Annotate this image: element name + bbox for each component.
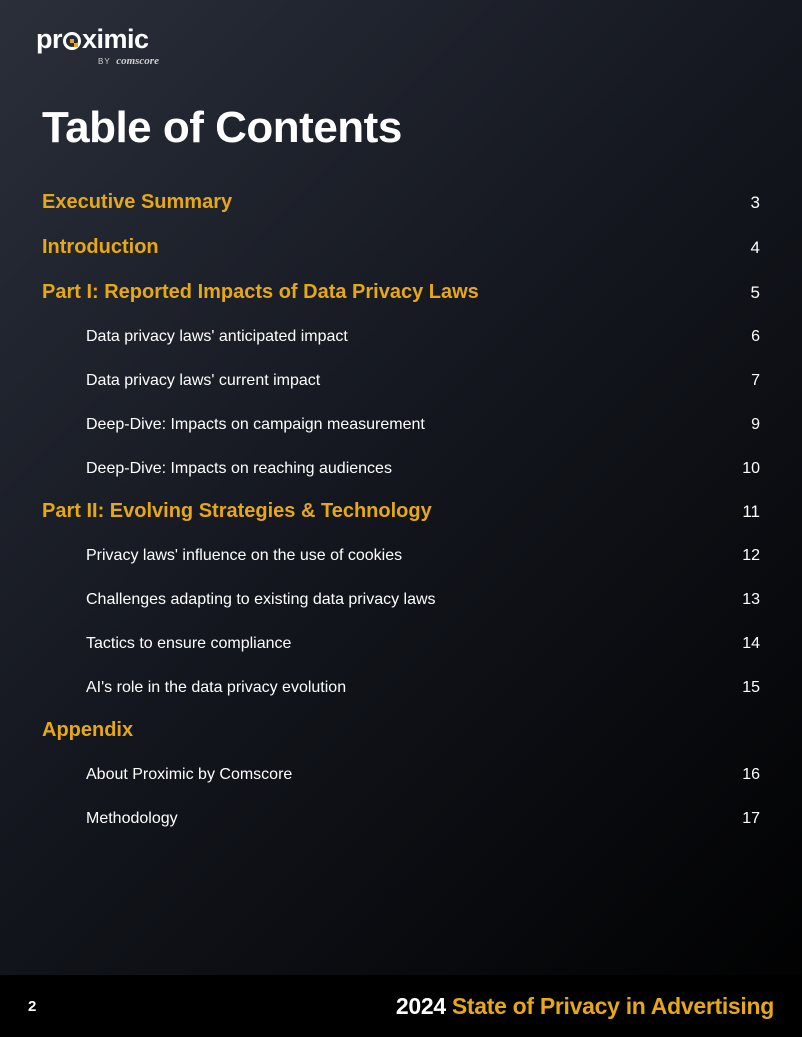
toc-section-introduction: Introduction 4 bbox=[42, 236, 760, 259]
toc-sub-item: Challenges adapting to existing data pri… bbox=[42, 591, 760, 609]
toc-sub-item: Data privacy laws' anticipated impact 6 bbox=[42, 328, 760, 346]
toc-section-label: Introduction bbox=[42, 236, 159, 259]
toc-page-number: 9 bbox=[751, 416, 760, 434]
brand-post: ximic bbox=[82, 26, 149, 53]
toc-sub-item: Methodology 17 bbox=[42, 810, 760, 828]
page-footer: 2 2024State of Privacy in Advertising bbox=[0, 975, 802, 1037]
brand-logo-o-icon bbox=[63, 32, 81, 50]
toc-page-number: 5 bbox=[751, 283, 760, 303]
table-of-contents: Executive Summary 3 Introduction 4 Part … bbox=[42, 191, 760, 828]
toc-page-number: 11 bbox=[742, 502, 760, 522]
toc-sub-label: Data privacy laws' anticipated impact bbox=[86, 328, 348, 346]
toc-sub-item: Privacy laws' influence on the use of co… bbox=[42, 547, 760, 565]
toc-page-number: 6 bbox=[751, 328, 760, 346]
toc-page-number: 7 bbox=[751, 372, 760, 390]
toc-section-label: Executive Summary bbox=[42, 191, 232, 214]
brand-parent: comscore bbox=[116, 55, 159, 67]
toc-page-number: 4 bbox=[751, 238, 760, 258]
toc-sub-label: About Proximic by Comscore bbox=[86, 766, 292, 784]
toc-sub-label: Challenges adapting to existing data pri… bbox=[86, 591, 436, 609]
toc-sub-label: Deep-Dive: Impacts on reaching audiences bbox=[86, 460, 392, 478]
page-title: Table of Contents bbox=[42, 103, 760, 153]
toc-section-part-1: Part I: Reported Impacts of Data Privacy… bbox=[42, 281, 760, 304]
toc-page-number: 10 bbox=[742, 460, 760, 478]
toc-section-label: Appendix bbox=[42, 719, 133, 742]
toc-page-number: 12 bbox=[742, 547, 760, 565]
toc-sub-label: Privacy laws' influence on the use of co… bbox=[86, 547, 402, 565]
footer-page-number: 2 bbox=[28, 998, 36, 1015]
toc-sub-item: Deep-Dive: Impacts on campaign measureme… bbox=[42, 416, 760, 434]
toc-section-appendix: Appendix bbox=[42, 719, 760, 742]
brand-by: BY bbox=[98, 57, 111, 66]
toc-sub-label: Tactics to ensure compliance bbox=[86, 635, 291, 653]
toc-sub-item: Data privacy laws' current impact 7 bbox=[42, 372, 760, 390]
toc-page-number: 13 bbox=[742, 591, 760, 609]
toc-sub-label: Data privacy laws' current impact bbox=[86, 372, 320, 390]
toc-sub-item: AI's role in the data privacy evolution … bbox=[42, 679, 760, 697]
toc-sub-label: AI's role in the data privacy evolution bbox=[86, 679, 346, 697]
footer-title: State of Privacy in Advertising bbox=[452, 993, 774, 1019]
footer-tagline: 2024State of Privacy in Advertising bbox=[396, 993, 774, 1020]
toc-section-part-2: Part II: Evolving Strategies & Technolog… bbox=[42, 500, 760, 523]
toc-sub-item: Tactics to ensure compliance 14 bbox=[42, 635, 760, 653]
toc-page-number: 17 bbox=[742, 810, 760, 828]
toc-page-number: 16 bbox=[742, 766, 760, 784]
toc-page-number: 3 bbox=[751, 193, 760, 213]
toc-sub-label: Methodology bbox=[86, 810, 178, 828]
toc-section-label: Part I: Reported Impacts of Data Privacy… bbox=[42, 281, 479, 304]
page-container: pr ximic BY comscore Table of Contents E… bbox=[0, 0, 802, 1037]
toc-sub-label: Deep-Dive: Impacts on campaign measureme… bbox=[86, 416, 425, 434]
toc-sub-item: About Proximic by Comscore 16 bbox=[42, 766, 760, 784]
footer-year: 2024 bbox=[396, 993, 446, 1019]
brand-logo-sub: BY comscore bbox=[98, 55, 159, 67]
brand-pre: pr bbox=[36, 26, 62, 53]
brand-logo-main: pr ximic bbox=[36, 26, 149, 53]
toc-section-executive-summary: Executive Summary 3 bbox=[42, 191, 760, 214]
toc-page-number: 14 bbox=[742, 635, 760, 653]
brand-logo: pr ximic BY comscore bbox=[36, 26, 760, 67]
toc-page-number: 15 bbox=[742, 679, 760, 697]
toc-sub-item: Deep-Dive: Impacts on reaching audiences… bbox=[42, 460, 760, 478]
toc-section-label: Part II: Evolving Strategies & Technolog… bbox=[42, 500, 432, 523]
